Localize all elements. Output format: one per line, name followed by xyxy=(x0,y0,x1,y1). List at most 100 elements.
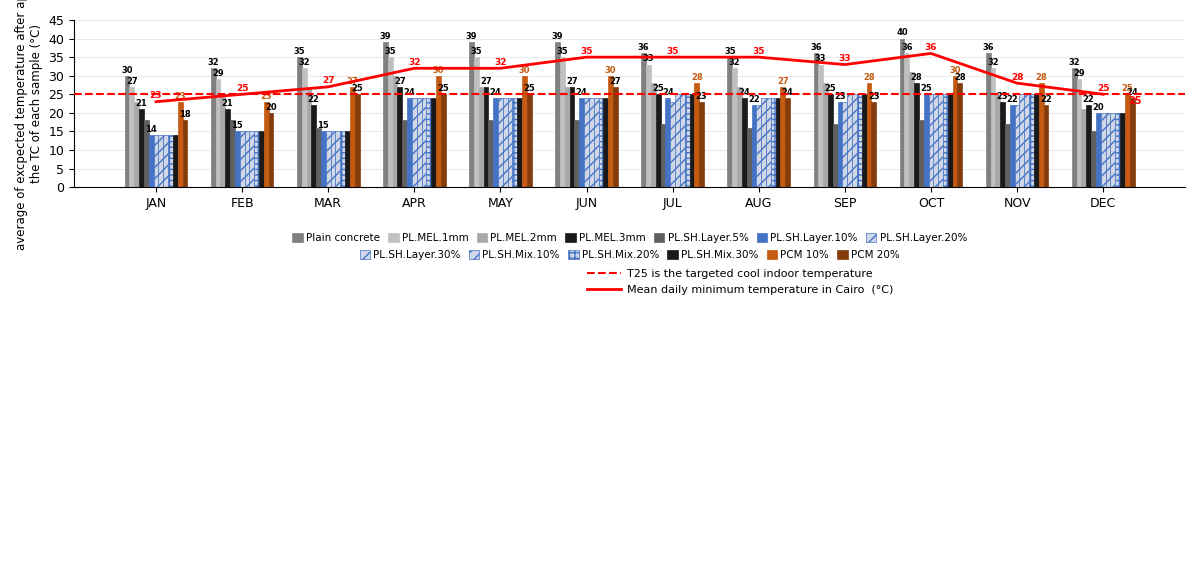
Bar xyxy=(311,105,316,187)
Text: 25: 25 xyxy=(352,84,364,93)
Bar xyxy=(1086,105,1091,187)
Bar xyxy=(139,109,144,187)
Text: 36: 36 xyxy=(638,43,649,53)
Text: 27: 27 xyxy=(347,77,358,86)
Y-axis label: average of excpected temperature after applying
the TC of each sample (°C): average of excpected temperature after a… xyxy=(16,0,43,250)
Text: 36: 36 xyxy=(983,43,994,53)
Bar xyxy=(522,76,527,187)
Bar xyxy=(818,65,823,187)
Bar xyxy=(412,98,416,187)
Bar xyxy=(508,98,512,187)
Bar xyxy=(695,83,700,187)
Text: 32: 32 xyxy=(728,58,740,67)
Bar xyxy=(948,94,953,187)
Text: 23: 23 xyxy=(834,91,846,101)
Bar xyxy=(594,98,599,187)
Bar xyxy=(680,94,685,187)
Text: 32: 32 xyxy=(208,58,218,67)
Bar xyxy=(660,124,665,187)
Bar xyxy=(296,57,301,187)
Bar xyxy=(498,98,503,187)
Bar xyxy=(665,98,671,187)
Bar xyxy=(226,109,230,187)
Bar xyxy=(407,98,412,187)
Bar xyxy=(905,53,910,187)
Text: 39: 39 xyxy=(552,32,563,41)
Text: 30: 30 xyxy=(433,65,444,75)
Bar xyxy=(484,87,488,187)
Bar xyxy=(570,87,575,187)
Bar xyxy=(690,94,695,187)
Text: 27: 27 xyxy=(394,77,406,86)
Bar xyxy=(383,42,388,187)
Bar xyxy=(589,98,594,187)
Bar xyxy=(842,102,847,187)
Bar xyxy=(919,120,924,187)
Bar xyxy=(517,98,522,187)
Bar xyxy=(852,94,857,187)
Bar xyxy=(833,124,838,187)
Bar xyxy=(1010,105,1015,187)
Bar xyxy=(512,98,517,187)
Bar xyxy=(421,98,426,187)
Text: 25: 25 xyxy=(1121,84,1133,93)
Bar xyxy=(479,87,484,187)
Text: 28: 28 xyxy=(691,73,702,82)
Text: 23: 23 xyxy=(997,91,1008,101)
Bar xyxy=(685,94,690,187)
Bar xyxy=(862,94,866,187)
Bar xyxy=(158,135,163,187)
Bar xyxy=(392,76,397,187)
Text: 27: 27 xyxy=(480,77,492,86)
Bar xyxy=(871,102,876,187)
Bar xyxy=(995,94,1000,187)
Bar xyxy=(646,65,650,187)
Bar xyxy=(1105,113,1110,187)
Text: 29: 29 xyxy=(1073,69,1085,78)
Bar xyxy=(929,94,934,187)
Bar xyxy=(325,131,331,187)
Bar xyxy=(1044,105,1049,187)
Bar xyxy=(650,83,655,187)
Text: 36: 36 xyxy=(901,43,913,53)
Text: 28: 28 xyxy=(863,73,875,82)
Text: 24: 24 xyxy=(403,88,415,97)
Text: 28: 28 xyxy=(1010,73,1024,81)
Bar xyxy=(1076,79,1081,187)
Text: 29: 29 xyxy=(212,69,223,78)
Text: 24: 24 xyxy=(1127,88,1138,97)
Text: 24: 24 xyxy=(490,88,502,97)
Text: 27: 27 xyxy=(322,76,335,86)
Bar xyxy=(866,83,871,187)
Text: 32: 32 xyxy=(408,58,420,67)
Bar xyxy=(1110,113,1115,187)
Text: 25: 25 xyxy=(437,84,449,93)
Bar xyxy=(676,94,680,187)
Bar xyxy=(1000,102,1006,187)
Bar xyxy=(431,98,436,187)
Text: 30: 30 xyxy=(605,65,617,75)
Bar xyxy=(250,131,254,187)
Bar xyxy=(235,131,240,187)
Bar xyxy=(641,53,646,187)
Bar xyxy=(1006,124,1010,187)
Bar xyxy=(254,131,259,187)
Bar xyxy=(655,94,660,187)
Text: 30: 30 xyxy=(949,65,961,75)
Bar xyxy=(1030,94,1034,187)
Bar xyxy=(1120,113,1124,187)
Bar xyxy=(1115,113,1120,187)
Bar xyxy=(336,131,341,187)
Bar xyxy=(910,72,914,187)
Text: 24: 24 xyxy=(576,88,588,97)
Text: 35: 35 xyxy=(581,47,593,55)
Bar xyxy=(775,98,780,187)
Bar xyxy=(565,87,570,187)
Bar xyxy=(1096,113,1100,187)
Bar xyxy=(527,94,532,187)
Bar xyxy=(130,87,134,187)
Bar xyxy=(943,94,948,187)
Text: 32: 32 xyxy=(494,58,506,67)
Text: 39: 39 xyxy=(379,32,391,41)
Bar xyxy=(1039,83,1044,187)
